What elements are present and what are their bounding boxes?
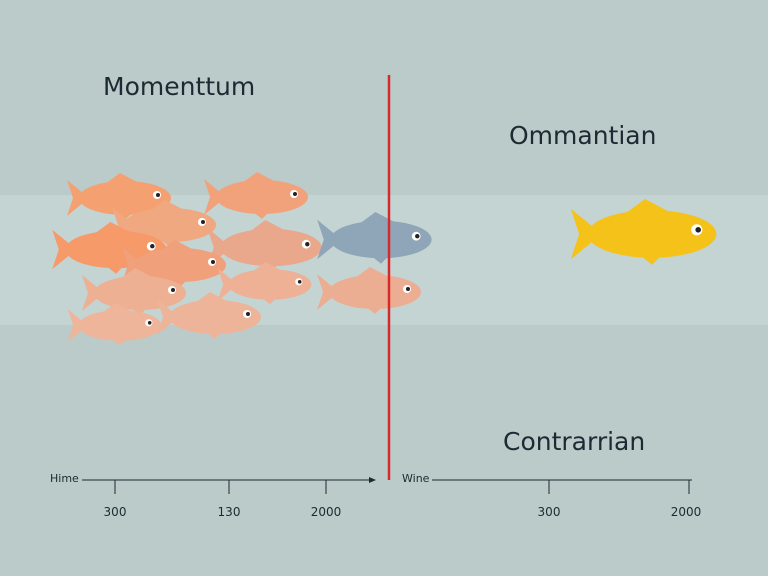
tick-label: 300 — [538, 505, 561, 519]
right-axis-label: Wine — [402, 472, 430, 485]
left-axis-label: Hime — [50, 472, 79, 485]
tick-label: 300 — [104, 505, 127, 519]
tick-label: 130 — [218, 505, 241, 519]
heading-right-top: Ommantian — [509, 121, 656, 150]
tick-label: 2000 — [311, 505, 342, 519]
tick-label: 2000 — [671, 505, 702, 519]
axis-arrow — [369, 477, 376, 483]
heading-right-bottom: Contrarrian — [503, 427, 645, 456]
heading-left: Momenttum — [103, 72, 255, 101]
